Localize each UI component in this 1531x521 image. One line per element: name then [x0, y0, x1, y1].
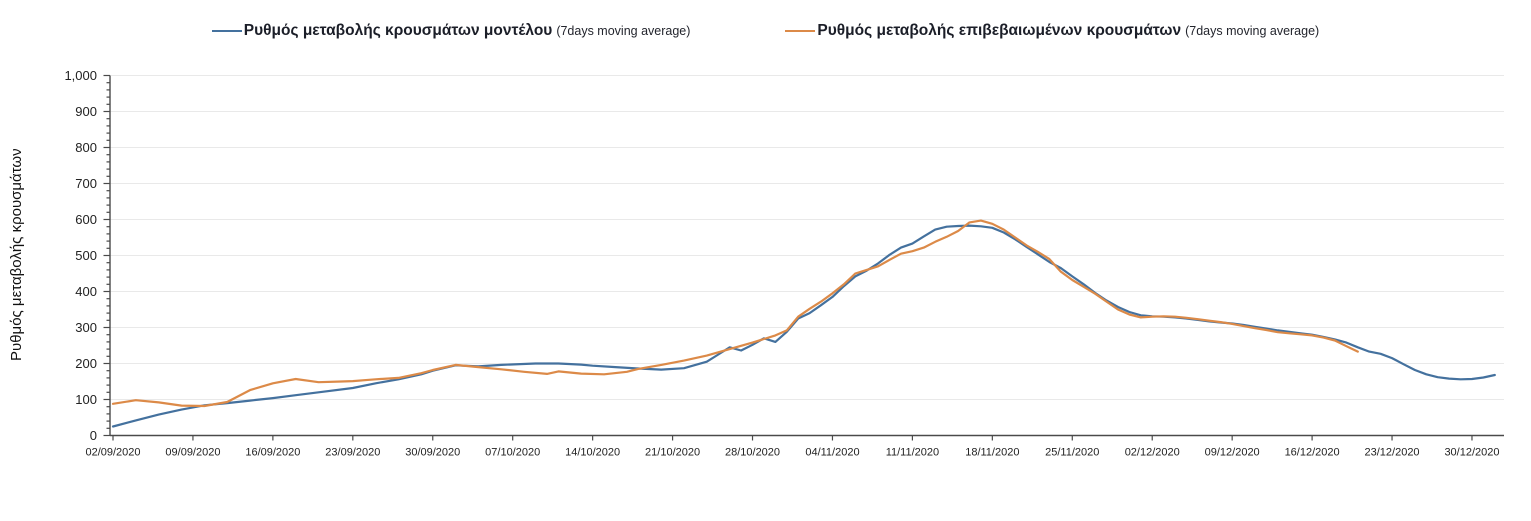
x-tick-label: 23/09/2020 [325, 447, 380, 459]
y-tick-label: 100 [75, 392, 97, 407]
y-tick-label: 300 [75, 320, 97, 335]
legend-label-confirmed: Ρυθμός μεταβολής επιβεβαιωμένων κρουσμάτ… [817, 22, 1182, 39]
y-tick-label: 700 [75, 176, 97, 191]
legend-item-confirmed: Ρυθμός μεταβολής επιβεβαιωμένων κρουσμάτ… [785, 22, 1319, 40]
confirmed-series-line [111, 219, 1359, 408]
x-tick-label: 16/09/2020 [245, 447, 300, 459]
legend-line-swatch-confirmed [785, 29, 816, 33]
x-tick-label: 09/09/2020 [165, 447, 220, 459]
x-tick-label: 02/09/2020 [85, 447, 140, 459]
y-tick-label: 900 [75, 104, 97, 119]
y-tick-label: 0 [90, 428, 97, 443]
x-tick-label: 18/11/2020 [965, 447, 1019, 459]
legend-line-swatch-model [211, 29, 242, 33]
legend-item-model: Ρυθμός μεταβολής κρουσμάτων μοντέλου (7d… [211, 22, 691, 40]
y-tick-label: 1,000 [64, 68, 97, 83]
x-tick-label: 16/12/2020 [1285, 447, 1340, 459]
chart-legend: Ρυθμός μεταβολής κρουσμάτων μοντέλου (7d… [0, 22, 1531, 40]
x-tick-label: 25/11/2020 [1045, 447, 1099, 459]
x-tick-label: 21/10/2020 [645, 447, 700, 459]
x-tick-label: 07/10/2020 [485, 447, 540, 459]
legend-suffix-model: (7days moving average) [556, 24, 691, 38]
x-tick-label: 28/10/2020 [725, 447, 780, 459]
y-tick-label: 400 [75, 284, 97, 299]
x-tick-label: 04/11/2020 [805, 447, 859, 459]
x-tick-label: 30/09/2020 [405, 447, 460, 459]
y-tick-label: 500 [75, 248, 97, 263]
legend-suffix-confirmed: (7days moving average) [1185, 24, 1320, 38]
x-tick-label: 23/12/2020 [1365, 447, 1420, 459]
y-tick-label: 200 [75, 356, 97, 371]
x-tick-label: 02/12/2020 [1125, 447, 1180, 459]
y-tick-label: 800 [75, 140, 97, 155]
x-tick-label: 11/11/2020 [886, 447, 939, 459]
x-tick-label: 09/12/2020 [1205, 447, 1260, 459]
x-tick-label: 14/10/2020 [565, 447, 620, 459]
legend-label-model: Ρυθμός μεταβολής κρουσμάτων μοντέλου [243, 22, 553, 39]
x-tick-label: 30/12/2020 [1444, 447, 1499, 459]
y-tick-label: 600 [75, 212, 97, 227]
